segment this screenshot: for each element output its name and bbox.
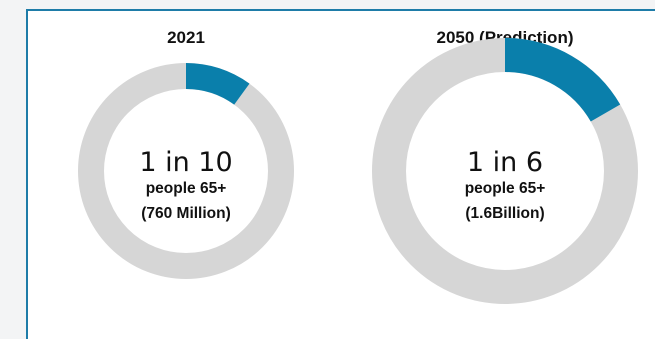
chart-title-2021: 2021	[167, 28, 205, 47]
detail-label-2050: (1.6Billion)	[465, 205, 544, 222]
ratio-label-2021: 1 in 10	[139, 147, 232, 178]
detail-label-2021: (760 Million)	[141, 205, 231, 222]
donut-chart-2021: 2021 1 in 10 people 65+ (760 Million)	[78, 28, 294, 279]
ratio-label-2050: 1 in 6	[467, 147, 543, 178]
donut-charts: 2021 1 in 10 people 65+ (760 Million) 20…	[78, 28, 638, 304]
subtitle-label-2021: people 65+	[146, 180, 227, 197]
donut-highlight-2050	[504, 38, 621, 122]
subtitle-label-2050: people 65+	[465, 180, 546, 197]
donut-highlight-2021	[185, 63, 250, 105]
chart-title-2050: 2050 (Prediction)	[437, 28, 574, 47]
donut-chart-2050: 2050 (Prediction) 1 in 6 people 65+ (1.6…	[372, 28, 638, 304]
